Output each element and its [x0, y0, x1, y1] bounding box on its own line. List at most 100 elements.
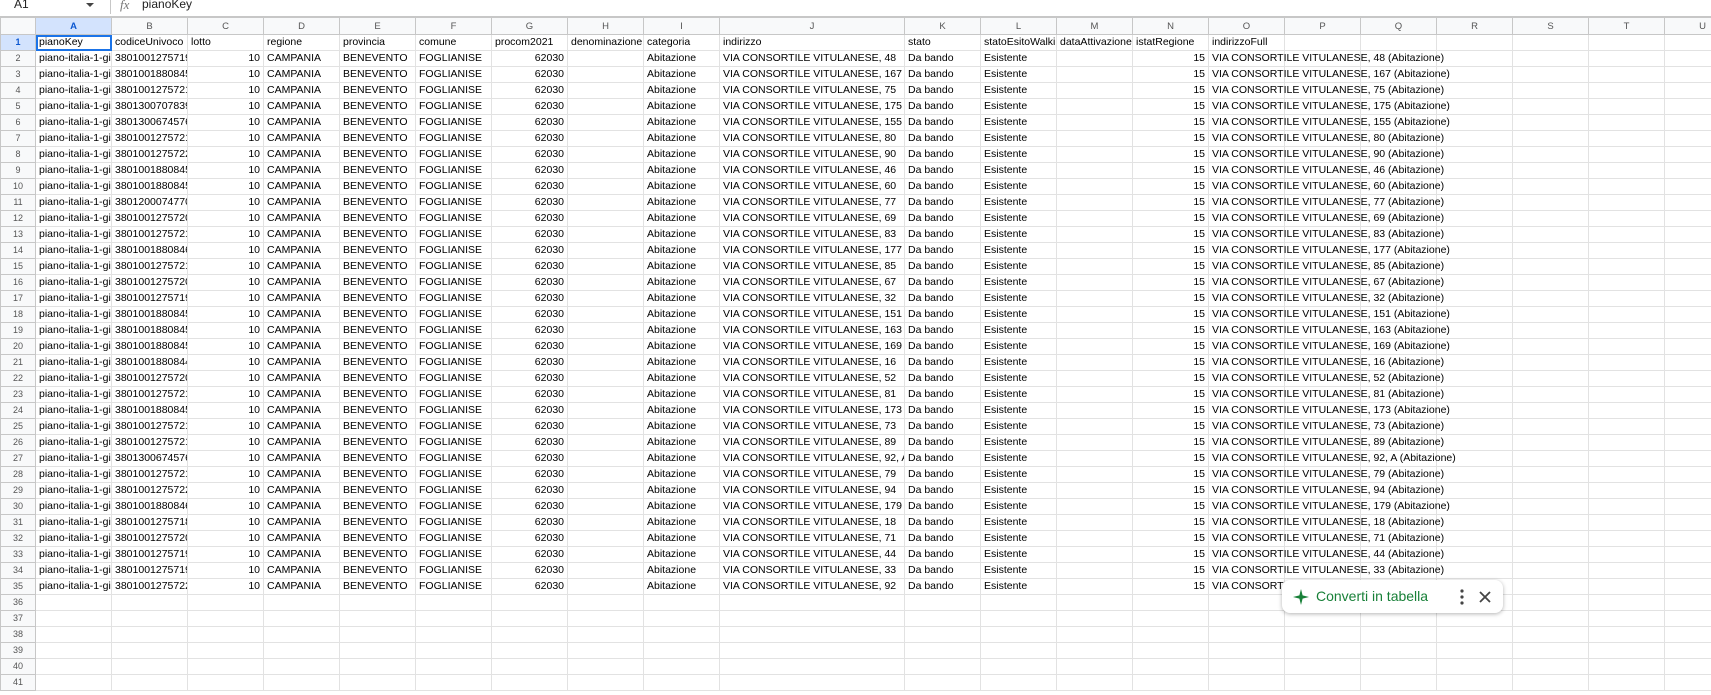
- corner: [0, 17, 36, 35]
- cell: 15: [1132, 498, 1209, 515]
- cell: CAMPANIA: [263, 546, 340, 563]
- cell: [1132, 642, 1209, 659]
- cell: [1512, 482, 1589, 499]
- cell: [1056, 402, 1133, 419]
- cell: Abitazione: [643, 146, 720, 163]
- formula-text[interactable]: pianoKey: [142, 0, 193, 11]
- cell: Esistente: [980, 258, 1057, 275]
- column-letter: P: [1284, 17, 1361, 35]
- column-letter: C: [187, 17, 264, 35]
- cell: BENEVENTO: [339, 50, 416, 67]
- cell: CAMPANIA: [263, 290, 340, 307]
- cell: Abitazione: [643, 50, 720, 67]
- cell: 10: [187, 50, 264, 67]
- cell: [643, 674, 720, 691]
- sheet-row: 17 piano-italia-1-gig 3801001275719 10 CAMPA…: [0, 290, 1711, 307]
- cell: Da bando: [904, 466, 981, 483]
- cell: [1588, 498, 1665, 515]
- cell: [263, 610, 340, 627]
- cell: CAMPANIA: [263, 530, 340, 547]
- cell: Abitazione: [643, 498, 720, 515]
- cell: 15: [1132, 530, 1209, 547]
- cell: [1436, 290, 1513, 307]
- cell: FOGLIANISE: [415, 354, 492, 371]
- cell: piano-italia-1-gig: [35, 114, 112, 131]
- cell: [1056, 498, 1133, 515]
- cell: [1056, 546, 1133, 563]
- cell: CAMPANIA: [263, 194, 340, 211]
- cell: 3801300674576: [111, 114, 188, 131]
- cell: [415, 674, 492, 691]
- cell: [1436, 674, 1513, 691]
- column-letter: D: [263, 17, 340, 35]
- header-cell: [1284, 34, 1361, 51]
- cell: piano-italia-1-gig: [35, 82, 112, 99]
- cell: piano-italia-1-gig: [35, 306, 112, 323]
- cell: VIA CONSORTILE VITULANESE, 169 (Abitazio…: [1208, 338, 1450, 355]
- row-number: 10: [0, 178, 36, 195]
- cell: Da bando: [904, 290, 981, 307]
- sheet-row: 7 piano-italia-1-gig 3801001275721 10 CAMPAN…: [0, 130, 1711, 147]
- cell: [1512, 514, 1589, 531]
- row-number: 8: [0, 146, 36, 163]
- cell: Esistente: [980, 466, 1057, 483]
- cell: BENEVENTO: [339, 386, 416, 403]
- cell: [1436, 274, 1513, 291]
- cell: 62030: [491, 226, 568, 243]
- cell: [1512, 498, 1589, 515]
- cell: VIA CONSORTILE VITULANESE, 94: [719, 482, 905, 499]
- cell: 10: [187, 482, 264, 499]
- cell: CAMPANIA: [263, 370, 340, 387]
- cell: CAMPANIA: [263, 66, 340, 83]
- cell: 62030: [491, 514, 568, 531]
- cell: [567, 290, 644, 307]
- name-box[interactable]: A1: [14, 0, 29, 11]
- cell: 10: [187, 562, 264, 579]
- cell: Abitazione: [643, 258, 720, 275]
- cell: FOGLIANISE: [415, 434, 492, 451]
- cell: [1512, 450, 1589, 467]
- cell: Esistente: [980, 562, 1057, 579]
- more-icon[interactable]: [1459, 589, 1465, 605]
- cell: [1056, 594, 1133, 611]
- cell: piano-italia-1-gig: [35, 578, 112, 595]
- cell: [567, 50, 644, 67]
- cell: VIA CONSORTILE VITULANESE, 92, A: [719, 450, 905, 467]
- cell: [719, 626, 905, 643]
- cell: BENEVENTO: [339, 226, 416, 243]
- cell: [1664, 514, 1711, 531]
- cell: [1132, 626, 1209, 643]
- row-number: 14: [0, 242, 36, 259]
- cell: VIA CONSORTILE VITULANESE, 44: [719, 546, 905, 563]
- cell: [263, 674, 340, 691]
- popup-label[interactable]: Converti in tabella: [1316, 588, 1429, 604]
- cell: [567, 306, 644, 323]
- cell: VIA CONSORTILE VITULANESE, 73: [719, 418, 905, 435]
- cell: [1664, 658, 1711, 675]
- cell: [1512, 434, 1589, 451]
- cell: [1436, 162, 1513, 179]
- close-icon[interactable]: [1479, 591, 1491, 603]
- cell: [415, 658, 492, 675]
- cell: [1512, 546, 1589, 563]
- cell: Abitazione: [643, 274, 720, 291]
- sheet-row: 10 piano-italia-1-gig 3801001880845 10 CAMPA…: [0, 178, 1711, 195]
- cell: [1588, 82, 1665, 99]
- cell: FOGLIANISE: [415, 450, 492, 467]
- cell: piano-italia-1-gig: [35, 450, 112, 467]
- cell: Esistente: [980, 434, 1057, 451]
- cell: BENEVENTO: [339, 162, 416, 179]
- row-number: 33: [0, 546, 36, 563]
- cell: 10: [187, 514, 264, 531]
- cell: Esistente: [980, 274, 1057, 291]
- cell: 10: [187, 162, 264, 179]
- cell: BENEVENTO: [339, 338, 416, 355]
- column-letter: J: [719, 17, 905, 35]
- cell: Esistente: [980, 386, 1057, 403]
- cell: [567, 370, 644, 387]
- cell: VIA CONSORTILE VITULANESE, 18 (Abitazion…: [1208, 514, 1444, 531]
- convert-popup[interactable]: Converti in tabella: [1282, 580, 1503, 613]
- cell: [567, 226, 644, 243]
- name-box-arrow[interactable]: [86, 3, 94, 7]
